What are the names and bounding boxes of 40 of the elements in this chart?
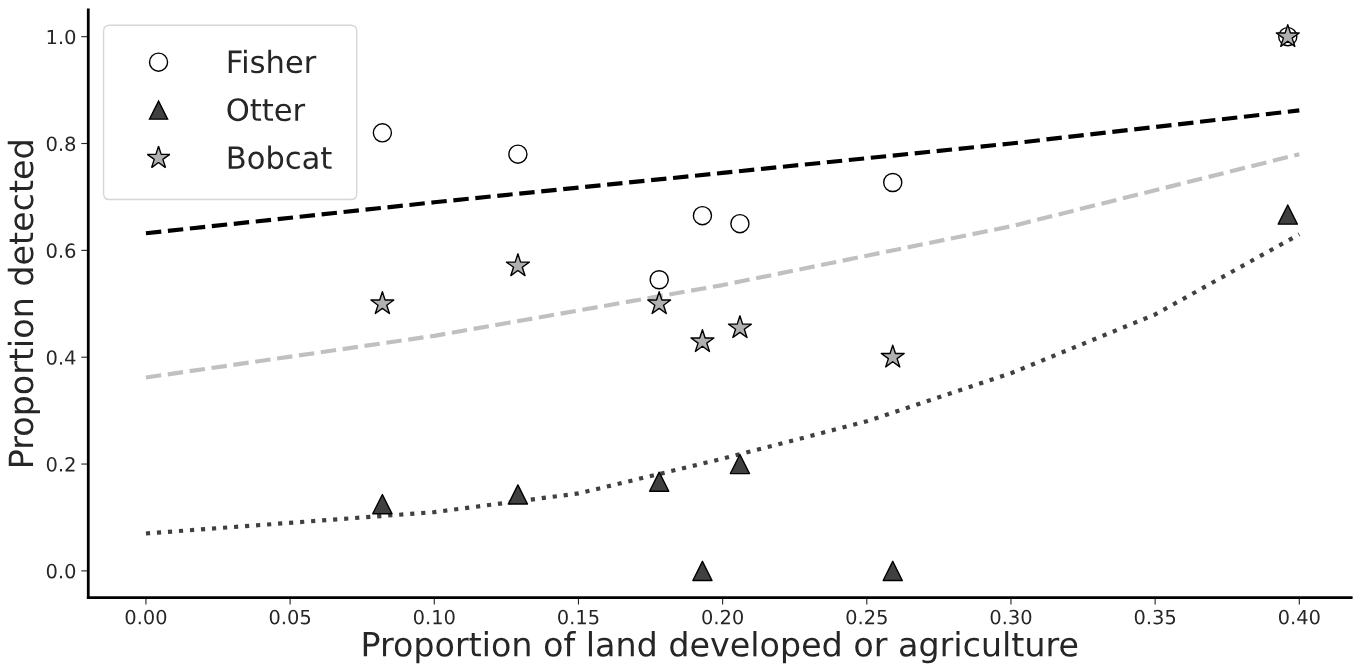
x-tick-label: 0.35 xyxy=(1134,609,1176,625)
x-tick-label: 0.20 xyxy=(702,609,743,625)
x-tick-label: 0.25 xyxy=(846,609,887,625)
y-tick-label: 1.0 xyxy=(47,29,76,45)
line-series xyxy=(143,232,1302,536)
x-tick-label: 0.15 xyxy=(558,609,599,625)
y-tick-label: 0.8 xyxy=(46,136,76,152)
x-tick-label: 0.05 xyxy=(269,609,311,625)
point xyxy=(727,315,753,339)
x-tick-label: 0.10 xyxy=(413,609,455,625)
point xyxy=(880,344,905,368)
x-tick-label: 0.00 xyxy=(125,609,167,625)
point xyxy=(370,291,395,315)
point xyxy=(1277,204,1299,225)
x-tick-label: 0.40 xyxy=(1278,609,1320,625)
point xyxy=(690,328,715,353)
point xyxy=(508,144,528,164)
point xyxy=(648,471,670,492)
y-tick-label: 0.0 xyxy=(46,563,76,579)
y-axis-title: Proportion detected xyxy=(7,141,40,466)
y-tick-label: 0.6 xyxy=(46,243,76,259)
y-tick-label: 0.4 xyxy=(46,350,76,365)
legend-label: Fisher xyxy=(228,49,317,74)
point xyxy=(730,213,750,234)
point xyxy=(647,291,672,315)
point xyxy=(882,560,904,582)
point xyxy=(505,253,531,277)
point xyxy=(372,123,393,143)
y-tick-label: 0.2 xyxy=(46,457,75,472)
point xyxy=(649,269,669,290)
legend-label: Otter xyxy=(227,98,306,122)
point xyxy=(507,484,529,505)
legend-label: Bobcat xyxy=(228,145,332,170)
x-axis-title: Proportion of land developed or agriculture xyxy=(363,631,1078,664)
point xyxy=(882,172,903,193)
point xyxy=(692,205,713,226)
point xyxy=(692,560,713,582)
point xyxy=(372,493,393,515)
x-tick-label: 0.30 xyxy=(990,609,1032,625)
point xyxy=(729,453,751,475)
